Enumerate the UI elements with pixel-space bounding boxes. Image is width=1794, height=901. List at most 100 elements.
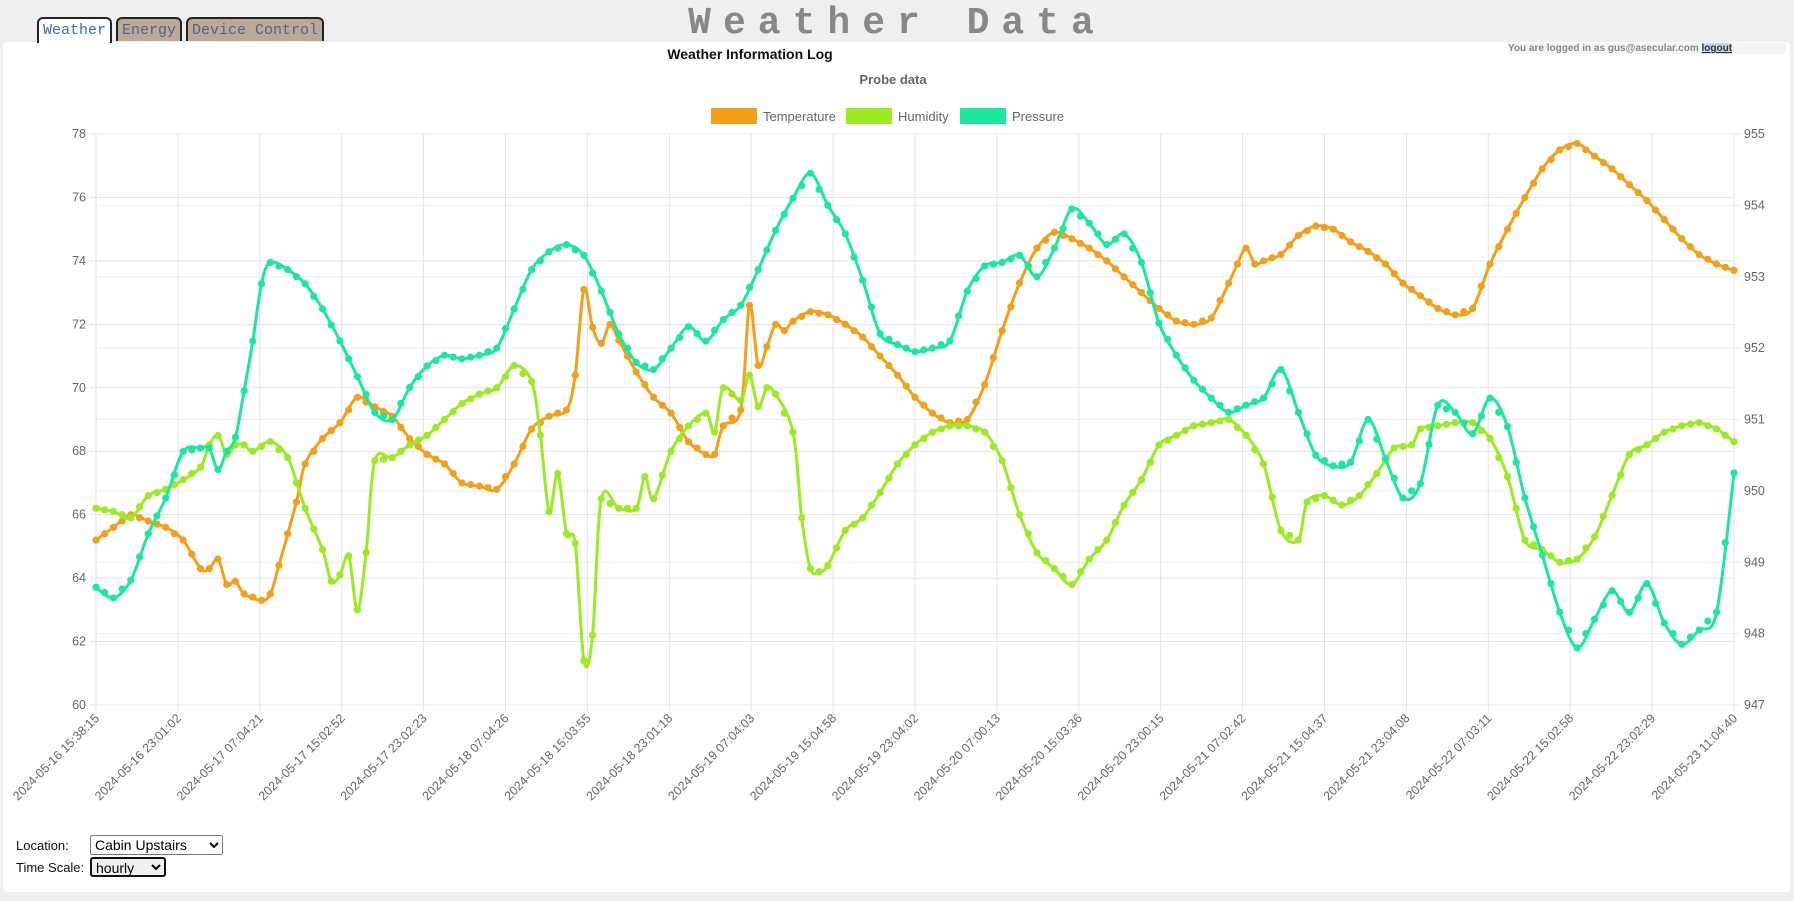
data-point-pressure bbox=[1111, 235, 1119, 243]
data-point-pressure bbox=[379, 412, 388, 420]
data-point-temperature bbox=[196, 564, 205, 573]
data-point-temperature bbox=[118, 517, 126, 525]
data-point-humidity bbox=[1486, 434, 1494, 443]
data-point-pressure bbox=[824, 201, 832, 209]
data-point-pressure bbox=[1042, 258, 1050, 267]
data-point-pressure bbox=[1599, 601, 1607, 609]
data-point-humidity bbox=[510, 361, 518, 370]
data-point-temperature bbox=[1608, 165, 1616, 173]
data-point-temperature bbox=[1495, 243, 1503, 251]
data-point-pressure bbox=[336, 337, 344, 345]
data-point-temperature bbox=[414, 442, 422, 451]
data-point-temperature bbox=[1503, 225, 1512, 233]
logout-link[interactable]: logout bbox=[1701, 43, 1733, 54]
data-point-temperature bbox=[1486, 260, 1494, 268]
data-point-pressure bbox=[1286, 387, 1294, 395]
data-point-temperature bbox=[972, 398, 980, 406]
data-point-humidity bbox=[1320, 492, 1329, 500]
y-right-tick-label: 954 bbox=[1744, 198, 1765, 212]
data-point-temperature bbox=[1007, 303, 1015, 311]
data-point-pressure bbox=[1338, 460, 1346, 468]
data-point-temperature bbox=[885, 361, 893, 370]
data-point-pressure bbox=[1399, 494, 1407, 502]
data-point-pressure bbox=[1512, 458, 1520, 466]
data-point-pressure bbox=[1120, 230, 1128, 238]
probe-data-chart: Probe data Temperature Humidity Pressure 60 6… bbox=[10, 72, 1765, 803]
data-point-pressure bbox=[318, 305, 327, 313]
data-point-temperature bbox=[580, 285, 588, 294]
data-point-humidity bbox=[118, 511, 126, 519]
data-point-temperature bbox=[1704, 255, 1712, 263]
location-label: Location: bbox=[16, 837, 69, 853]
data-point-humidity bbox=[1164, 436, 1172, 444]
data-point-pressure bbox=[310, 292, 318, 300]
data-point-pressure bbox=[832, 216, 841, 224]
x-tick-label: 2024-05-21 07:02:42 bbox=[1157, 711, 1249, 803]
data-point-humidity bbox=[1172, 431, 1180, 439]
timescale-select[interactable]: hourly bbox=[90, 857, 166, 877]
data-point-humidity bbox=[676, 434, 684, 443]
data-point-temperature bbox=[1634, 189, 1642, 197]
data-point-pressure bbox=[885, 335, 893, 343]
tab-weather[interactable]: Weather bbox=[37, 17, 113, 43]
data-point-pressure bbox=[432, 357, 440, 365]
x-tick-label: 2024-05-19 15:04:58 bbox=[747, 711, 839, 803]
data-point-temperature bbox=[1181, 319, 1189, 327]
y-left-tick-label: 76 bbox=[72, 190, 86, 204]
data-point-pressure bbox=[798, 182, 806, 190]
data-point-pressure bbox=[1617, 597, 1625, 606]
data-point-humidity bbox=[1678, 422, 1686, 430]
x-tick-label: 2024-05-18 07:04:26 bbox=[420, 711, 512, 803]
data-point-pressure bbox=[780, 210, 788, 218]
data-point-pressure bbox=[1251, 398, 1259, 406]
data-point-temperature bbox=[1120, 273, 1128, 281]
data-point-humidity bbox=[693, 415, 701, 424]
data-point-pressure bbox=[1521, 494, 1529, 502]
data-point-temperature bbox=[1425, 298, 1433, 306]
x-tick-label: 2024-05-18 23:01:18 bbox=[583, 711, 675, 803]
location-select[interactable]: Cabin Upstairs bbox=[90, 835, 223, 855]
data-point-humidity bbox=[135, 503, 144, 511]
data-point-humidity bbox=[937, 425, 945, 433]
tab-energy[interactable]: Energy bbox=[116, 17, 183, 41]
data-point-temperature bbox=[327, 427, 335, 435]
data-point-pressure bbox=[231, 433, 240, 441]
data-point-pressure bbox=[554, 244, 562, 252]
data-point-pressure bbox=[1172, 351, 1180, 359]
data-point-humidity bbox=[1294, 536, 1302, 544]
data-point-humidity bbox=[1277, 526, 1285, 535]
data-point-humidity bbox=[1181, 427, 1189, 435]
data-point-pressure bbox=[580, 251, 588, 259]
data-point-pressure bbox=[972, 274, 980, 283]
x-tick-label: 2024-05-22 15:02:58 bbox=[1484, 711, 1576, 803]
x-tick-label: 2024-05-17 07:04:21 bbox=[174, 711, 266, 803]
data-point-temperature bbox=[1294, 231, 1302, 240]
data-point-pressure bbox=[1469, 430, 1477, 438]
data-point-pressure bbox=[911, 348, 919, 356]
data-point-humidity bbox=[371, 457, 379, 465]
data-point-temperature bbox=[1512, 209, 1520, 217]
data-point-pressure bbox=[867, 303, 876, 311]
data-point-temperature bbox=[275, 561, 283, 570]
data-point-temperature bbox=[597, 339, 605, 347]
y-left-tick-label: 66 bbox=[72, 508, 86, 522]
data-point-temperature bbox=[1155, 304, 1163, 313]
data-point-temperature bbox=[1303, 227, 1311, 235]
data-point-humidity bbox=[1155, 441, 1163, 449]
data-point-pressure bbox=[536, 257, 544, 265]
data-point-pressure bbox=[1129, 244, 1137, 252]
data-point-pressure bbox=[1686, 633, 1695, 641]
data-point-humidity bbox=[711, 428, 719, 436]
data-point-temperature bbox=[1015, 279, 1024, 287]
data-point-humidity bbox=[1146, 458, 1154, 466]
tab-device-control[interactable]: Device Control bbox=[186, 17, 325, 41]
data-point-pressure bbox=[249, 337, 257, 345]
data-point-temperature bbox=[205, 564, 213, 573]
data-point-pressure bbox=[1320, 456, 1329, 465]
y-left-tick-label: 62 bbox=[72, 635, 86, 649]
data-point-temperature bbox=[449, 469, 457, 478]
data-point-humidity bbox=[353, 606, 361, 614]
data-point-humidity bbox=[623, 504, 632, 512]
data-point-temperature bbox=[1286, 241, 1294, 249]
data-point-temperature bbox=[998, 327, 1006, 335]
